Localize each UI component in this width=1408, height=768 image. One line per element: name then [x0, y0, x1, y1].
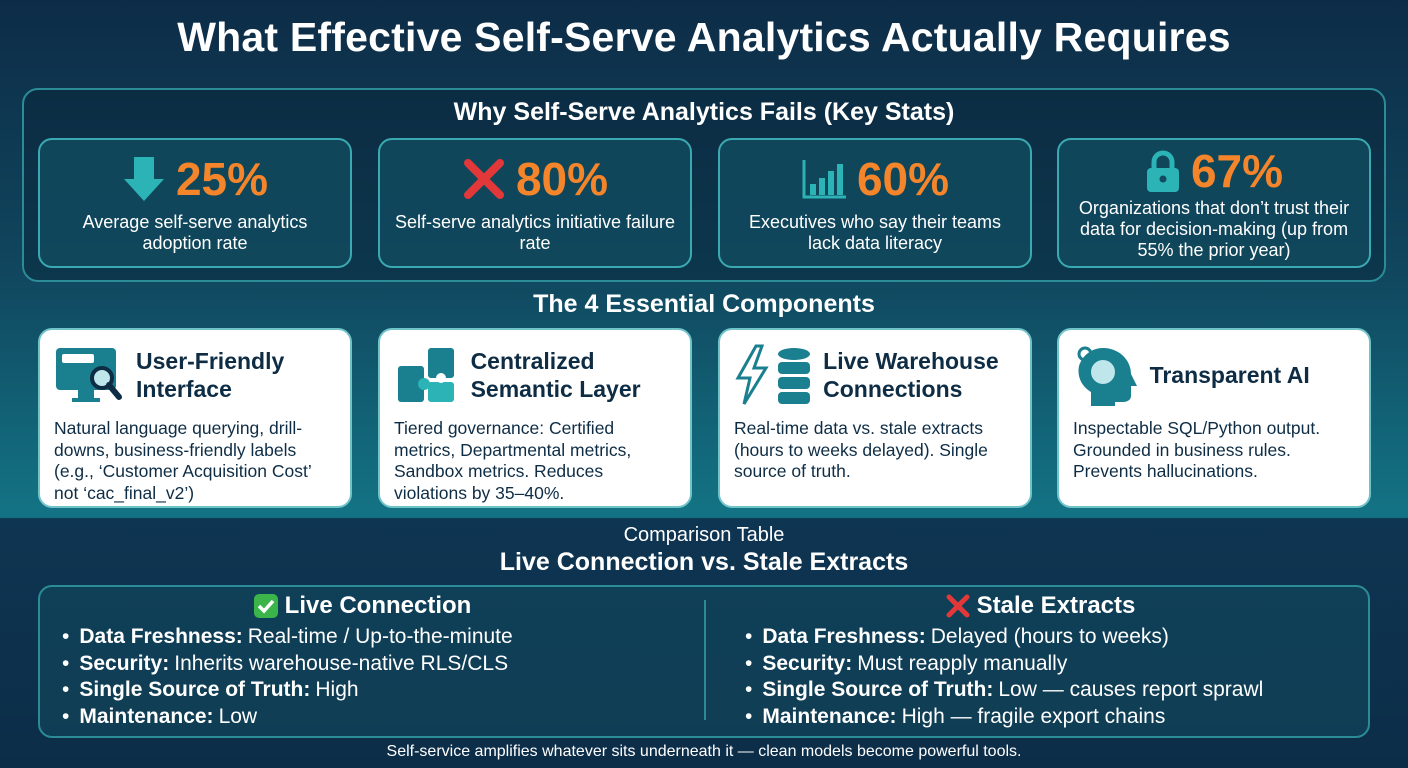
row-text: Delayed (hours to weeks): [930, 625, 1169, 648]
comparison-row: Maintenance:Low: [62, 704, 513, 731]
bar-chart-icon: [802, 160, 846, 199]
stat-value: 60%: [856, 153, 950, 205]
stat-label: Self-serve analytics initiative failure …: [394, 212, 676, 253]
stat-label: Average self-serve analytics adoption ra…: [82, 212, 308, 253]
column-heading: Stale Extracts: [740, 592, 1340, 620]
check-icon: [253, 594, 278, 618]
stat-label: Executives who say their teams lack data…: [748, 212, 1002, 253]
stat-card: 67% Organizations that don’t trust their…: [1057, 138, 1371, 268]
row-label: Data Freshness:: [79, 625, 243, 648]
component-card: Transparent AI Inspectable SQL/Python ou…: [1057, 328, 1371, 508]
comparison-row: Maintenance:High — fragile export chains: [745, 704, 1263, 731]
row-label: Maintenance:: [79, 704, 214, 728]
row-label: Maintenance:: [762, 704, 897, 728]
comparison-kicker: Comparison Table: [623, 524, 785, 546]
footer-note: Self-service amplifies whatever sits und…: [386, 743, 1022, 760]
row-text: Real-time / Up-to-the-minute: [247, 625, 513, 648]
column-heading: Live Connection: [62, 592, 662, 620]
row-label: Single Source of Truth:: [762, 678, 994, 701]
stat-card: 25% Average self-serve analytics adoptio…: [38, 138, 352, 268]
stat-card: 60% Executives who say their teams lack …: [718, 138, 1032, 268]
comparison-row: Single Source of Truth:Low — causes repo…: [745, 677, 1263, 704]
row-text: Inherits warehouse-native RLS/CLS: [174, 651, 509, 675]
component-title: Live Warehouse Connections: [823, 348, 999, 402]
component-card: Centralized Semantic Layer Tiered govern…: [378, 328, 692, 508]
divider: [704, 600, 706, 720]
stat-value: 67%: [1190, 145, 1284, 197]
comparison-row: Data Freshness:Delayed (hours to weeks): [745, 624, 1263, 651]
component-body: Real-time data vs. stale extracts (hours…: [734, 418, 988, 481]
row-text: Must reapply manually: [857, 651, 1068, 675]
column-heading-text: Stale Extracts: [976, 592, 1136, 619]
row-label: Security:: [79, 651, 170, 675]
lock-icon: [1146, 150, 1179, 192]
component-title: Centralized Semantic Layer: [470, 348, 641, 402]
section-title: Why Self-Serve Analytics Fails (Key Stat…: [453, 98, 955, 126]
section-title: The 4 Essential Components: [533, 290, 875, 318]
comparison-row: Data Freshness:Real-time / Up-to-the-min…: [62, 624, 513, 651]
page-title: What Effective Self-Serve Analytics Actu…: [177, 14, 1231, 60]
row-text: Low — causes report sprawl: [998, 678, 1264, 701]
row-label: Data Freshness:: [762, 625, 926, 648]
stat-value: 25%: [175, 153, 269, 205]
row-label: Single Source of Truth:: [79, 678, 311, 701]
cross-icon: [463, 159, 504, 199]
comparison-list: Data Freshness:Real-time / Up-to-the-min…: [62, 624, 513, 731]
stat-value: 80%: [515, 153, 609, 205]
row-label: Security:: [762, 651, 853, 675]
puzzle-icon: [398, 348, 454, 402]
component-body: Inspectable SQL/Python output. Grounded …: [1073, 418, 1321, 481]
component-card: User-Friendly Interface Natural language…: [38, 328, 352, 508]
comparison-row: Single Source of Truth:High: [62, 677, 513, 704]
stat-card: 80% Self-serve analytics initiative fail…: [378, 138, 692, 268]
component-title: Transparent AI: [1149, 362, 1310, 388]
row-text: High — fragile export chains: [901, 704, 1166, 728]
cross-icon: [946, 594, 970, 618]
component-body: Natural language querying, drill-downs, …: [54, 418, 312, 503]
component-card: Live Warehouse Connections Real-time dat…: [718, 328, 1032, 508]
comparison-list: Data Freshness:Delayed (hours to weeks) …: [745, 624, 1263, 730]
row-text: Low: [218, 704, 258, 728]
component-title: User-Friendly Interface: [136, 348, 285, 402]
down-arrow-icon: [123, 157, 164, 201]
ai-head-icon: [1077, 346, 1137, 406]
comparison-row: Security:Must reapply manually: [745, 651, 1263, 678]
search-ui-icon: [56, 348, 122, 402]
row-text: High: [315, 678, 359, 701]
comparison-row: Security:Inherits warehouse-native RLS/C…: [62, 651, 513, 678]
bolt-database-icon: [735, 344, 810, 405]
stat-label: Organizations that don’t trust their dat…: [1078, 198, 1350, 260]
component-body: Tiered governance: Certified metrics, De…: [394, 418, 632, 503]
column-heading-text: Live Connection: [284, 592, 472, 619]
comparison-title: Live Connection vs. Stale Extracts: [499, 548, 909, 576]
